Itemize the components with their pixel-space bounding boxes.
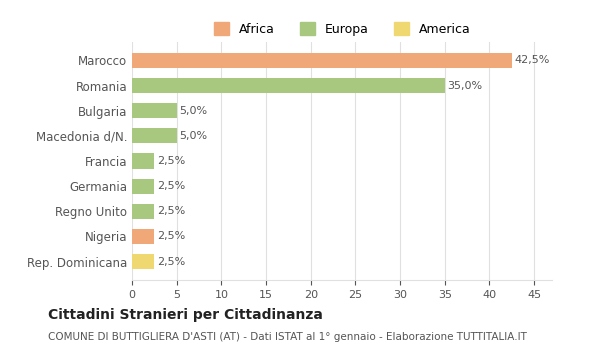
Bar xyxy=(132,229,154,244)
Bar xyxy=(132,128,176,143)
Text: COMUNE DI BUTTIGLIERA D'ASTI (AT) - Dati ISTAT al 1° gennaio - Elaborazione TUTT: COMUNE DI BUTTIGLIERA D'ASTI (AT) - Dati… xyxy=(48,331,527,342)
Bar xyxy=(132,178,154,194)
Text: Cittadini Stranieri per Cittadinanza: Cittadini Stranieri per Cittadinanza xyxy=(48,308,323,322)
Text: 2,5%: 2,5% xyxy=(157,181,185,191)
Text: 42,5%: 42,5% xyxy=(514,55,550,65)
Text: 35,0%: 35,0% xyxy=(448,80,482,91)
Text: 2,5%: 2,5% xyxy=(157,206,185,216)
Text: 2,5%: 2,5% xyxy=(157,156,185,166)
Text: 2,5%: 2,5% xyxy=(157,231,185,242)
Text: 5,0%: 5,0% xyxy=(179,106,208,116)
Bar xyxy=(132,204,154,219)
Text: 5,0%: 5,0% xyxy=(179,131,208,141)
Bar xyxy=(132,103,176,118)
Legend: Africa, Europa, America: Africa, Europa, America xyxy=(209,17,475,41)
Bar xyxy=(132,254,154,269)
Bar xyxy=(132,78,445,93)
Text: 2,5%: 2,5% xyxy=(157,257,185,267)
Bar xyxy=(132,53,512,68)
Bar xyxy=(132,153,154,169)
